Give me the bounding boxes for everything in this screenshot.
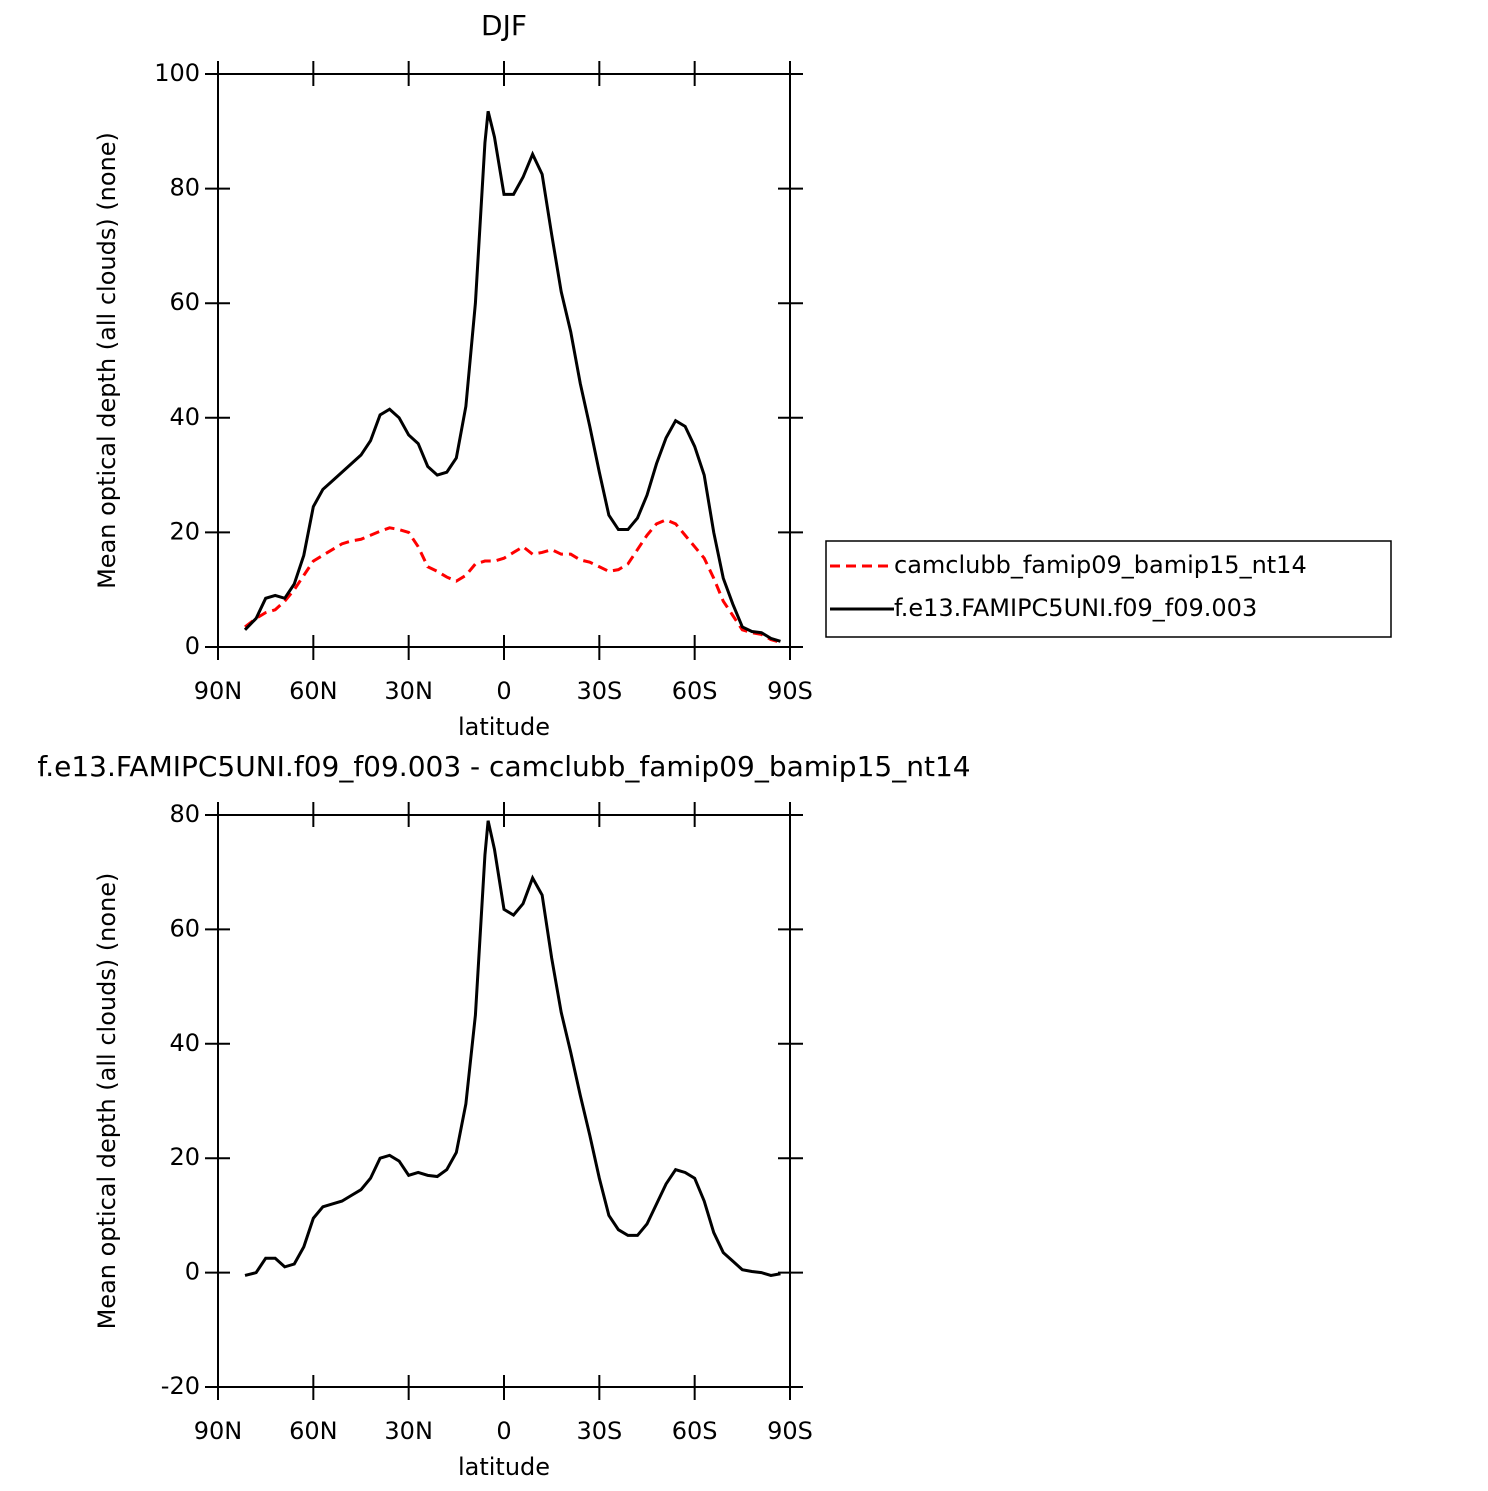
x-tick-label: 30S xyxy=(576,677,622,705)
data-line xyxy=(243,110,781,643)
chart-title: DJF xyxy=(481,9,527,42)
y-tick-label: 80 xyxy=(169,174,200,202)
data-line xyxy=(244,820,781,1277)
y-axis-label: Mean optical depth (all clouds) (none) xyxy=(93,132,121,589)
y-tick-label: 100 xyxy=(154,59,200,87)
legend-label: camclubb_famip09_bamip15_nt14 xyxy=(894,551,1307,579)
y-tick-label: 60 xyxy=(169,288,200,316)
x-tick-label: 90N xyxy=(194,1417,243,1445)
x-tick-label: 90S xyxy=(767,1417,813,1445)
x-tick-label: 90S xyxy=(767,677,813,705)
x-tick-label: 30N xyxy=(384,1417,433,1445)
x-tick-label: 60S xyxy=(672,1417,718,1445)
chart-title: f.e13.FAMIPC5UNI.f09_f09.003 - camclubb_… xyxy=(37,750,970,783)
y-tick-label: 40 xyxy=(169,1029,200,1057)
x-tick-label: 60N xyxy=(289,677,338,705)
y-tick-label: 40 xyxy=(169,403,200,431)
x-tick-label: 60S xyxy=(672,677,718,705)
y-tick-label: 20 xyxy=(169,517,200,545)
x-axis-label: latitude xyxy=(458,713,550,741)
x-tick-label: 30S xyxy=(576,1417,622,1445)
x-tick-label: 90N xyxy=(194,677,243,705)
x-tick-label: 30N xyxy=(384,677,433,705)
data-line xyxy=(244,518,781,644)
y-axis-label: Mean optical depth (all clouds) (none) xyxy=(93,873,121,1330)
plot-frame xyxy=(217,814,791,1388)
legend-box xyxy=(825,540,1392,638)
y-tick-label: 20 xyxy=(169,1143,200,1171)
y-tick-label: 0 xyxy=(185,632,200,660)
x-tick-label: 60N xyxy=(289,1417,338,1445)
y-tick-label: 60 xyxy=(169,914,200,942)
x-tick-label: 0 xyxy=(496,1417,511,1445)
legend-label: f.e13.FAMIPC5UNI.f09_f09.003 xyxy=(894,594,1257,622)
y-tick-label: 80 xyxy=(169,800,200,828)
x-tick-label: 0 xyxy=(496,677,511,705)
y-tick-label: -20 xyxy=(161,1372,200,1400)
plot-frame xyxy=(217,73,791,648)
x-axis-label: latitude xyxy=(458,1453,550,1481)
y-tick-label: 0 xyxy=(185,1258,200,1286)
